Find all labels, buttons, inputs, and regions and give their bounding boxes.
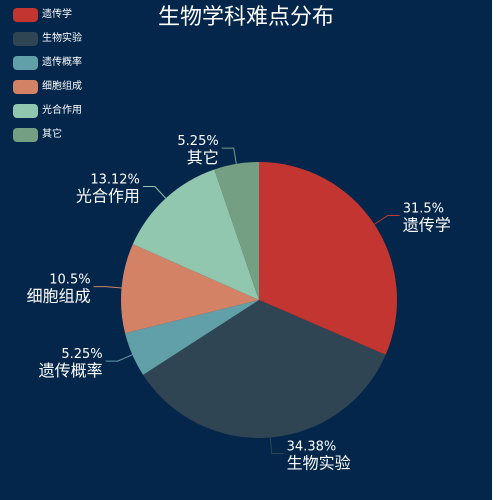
- legend-item[interactable]: 其它: [13, 123, 82, 147]
- slice-percent-label: 10.5%: [49, 273, 90, 288]
- slice-name-label: 细胞组成: [27, 287, 91, 306]
- chart-title: 生物学科难点分布: [157, 5, 334, 30]
- legend-label: 遗传概率: [42, 57, 82, 68]
- pie-slice[interactable]: [143, 300, 386, 438]
- label-leader-line: [374, 214, 400, 225]
- slice-percent-label: 31.5%: [403, 201, 444, 216]
- chart-legend: 遗传学生物实验遗传概率细胞组成光合作用其它: [13, 3, 82, 147]
- slice-name-label: 生物实验: [287, 453, 351, 472]
- legend-swatch: [13, 8, 38, 22]
- pie-slice[interactable]: [214, 162, 259, 300]
- legend-swatch: [13, 80, 38, 94]
- legend-label: 光合作用: [42, 105, 82, 116]
- legend-swatch: [13, 128, 38, 142]
- legend-label: 其它: [42, 129, 62, 140]
- legend-item[interactable]: 光合作用: [13, 99, 82, 123]
- legend-item[interactable]: 细胞组成: [13, 75, 82, 99]
- slice-percent-label: 13.12%: [90, 172, 140, 187]
- pie-slice[interactable]: [259, 162, 397, 355]
- legend-item[interactable]: 遗传学: [13, 3, 82, 27]
- label-leader-line: [142, 185, 167, 199]
- pie-slice[interactable]: [125, 300, 259, 375]
- pie-slice[interactable]: [121, 244, 259, 334]
- label-leader-line: [93, 286, 122, 289]
- page-edge: [492, 0, 500, 500]
- legend-label: 细胞组成: [42, 81, 82, 92]
- legend-label: 遗传学: [42, 9, 72, 20]
- slice-percent-label: 5.25%: [61, 347, 102, 362]
- slice-percent-label: 34.38%: [287, 439, 337, 454]
- slice-name-label: 光合作用: [76, 186, 140, 205]
- legend-item[interactable]: 生物实验: [13, 27, 82, 51]
- legend-label: 生物实验: [42, 33, 82, 44]
- legend-item[interactable]: 遗传概率: [13, 51, 82, 75]
- slice-name-label: 遗传概率: [39, 361, 103, 380]
- slice-name-label: 遗传学: [403, 215, 451, 234]
- label-leader-line: [105, 354, 133, 362]
- legend-swatch: [13, 32, 38, 46]
- label-leader-line: [269, 437, 284, 454]
- pie-slice[interactable]: [132, 169, 259, 300]
- slice-percent-label: 5.25%: [177, 134, 218, 149]
- legend-swatch: [13, 104, 38, 118]
- slice-name-label: 其它: [187, 148, 219, 167]
- legend-swatch: [13, 56, 38, 70]
- label-leader-line: [221, 147, 237, 164]
